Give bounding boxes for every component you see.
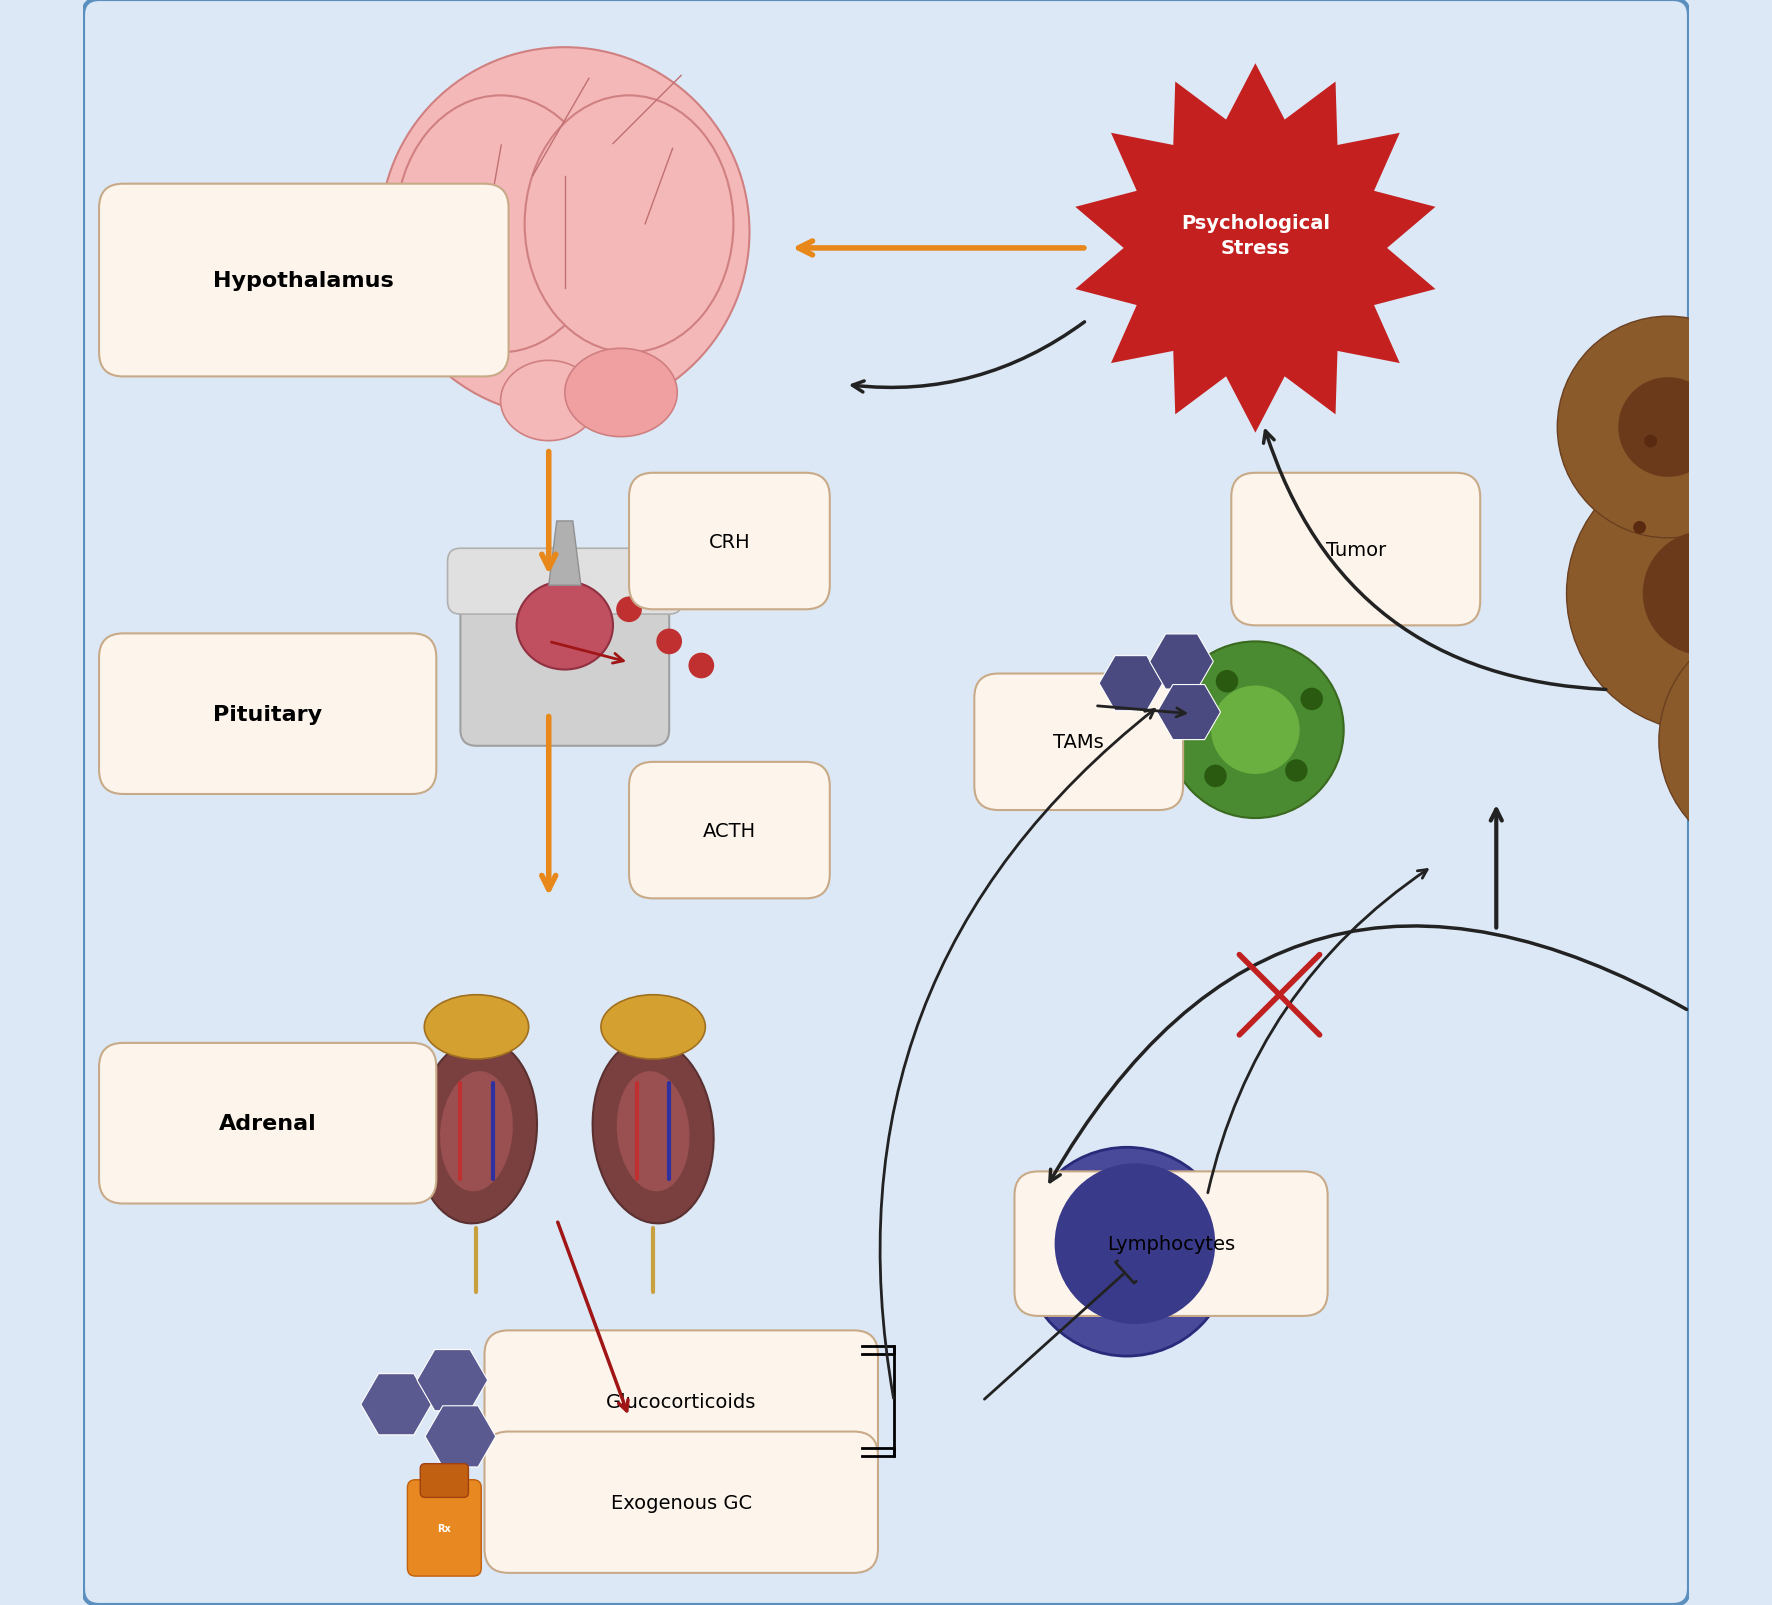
Polygon shape — [416, 1350, 487, 1411]
Circle shape — [1022, 1148, 1232, 1356]
Text: Lymphocytes: Lymphocytes — [1108, 1234, 1235, 1254]
Text: Adrenal: Adrenal — [218, 1114, 317, 1133]
Text: Tumor: Tumor — [1325, 541, 1386, 559]
Circle shape — [1692, 650, 1705, 663]
Ellipse shape — [416, 1040, 537, 1223]
Text: CRH: CRH — [709, 533, 750, 551]
Ellipse shape — [601, 995, 705, 1059]
Circle shape — [1643, 531, 1767, 656]
Ellipse shape — [397, 96, 604, 353]
Ellipse shape — [517, 581, 613, 669]
Polygon shape — [1076, 64, 1435, 433]
Circle shape — [1714, 565, 1726, 578]
Circle shape — [1558, 316, 1772, 538]
Circle shape — [1763, 356, 1772, 462]
FancyBboxPatch shape — [1015, 1172, 1327, 1316]
Polygon shape — [361, 1374, 432, 1435]
Circle shape — [1729, 392, 1742, 404]
Circle shape — [1745, 385, 1758, 398]
FancyBboxPatch shape — [629, 473, 829, 610]
Text: Psychological
Stress: Psychological Stress — [1180, 213, 1329, 258]
FancyBboxPatch shape — [1232, 473, 1480, 626]
Circle shape — [1566, 456, 1772, 732]
FancyBboxPatch shape — [408, 1480, 482, 1576]
Circle shape — [617, 597, 641, 623]
Circle shape — [1659, 621, 1772, 862]
Circle shape — [1168, 642, 1343, 819]
FancyBboxPatch shape — [83, 0, 1689, 1605]
Circle shape — [1644, 435, 1657, 448]
Circle shape — [1728, 395, 1772, 645]
Ellipse shape — [565, 350, 677, 437]
Text: TAMs: TAMs — [1053, 733, 1104, 751]
Polygon shape — [1150, 634, 1214, 690]
Text: Hypothalamus: Hypothalamus — [213, 271, 393, 291]
Text: Pituitary: Pituitary — [213, 705, 323, 724]
Ellipse shape — [439, 1072, 512, 1191]
FancyBboxPatch shape — [461, 570, 670, 746]
Text: Rx: Rx — [438, 1523, 452, 1533]
Polygon shape — [1157, 685, 1221, 740]
Circle shape — [1205, 766, 1226, 788]
FancyBboxPatch shape — [99, 634, 436, 794]
Circle shape — [1618, 377, 1719, 478]
FancyBboxPatch shape — [975, 674, 1184, 811]
Circle shape — [1634, 522, 1646, 534]
Circle shape — [1285, 759, 1308, 782]
Circle shape — [1216, 671, 1239, 693]
Circle shape — [1054, 1164, 1216, 1324]
Circle shape — [1724, 435, 1738, 448]
Circle shape — [1699, 294, 1772, 525]
Circle shape — [1210, 685, 1301, 775]
Ellipse shape — [592, 1040, 714, 1223]
Text: Exogenous GC: Exogenous GC — [611, 1493, 751, 1512]
Ellipse shape — [424, 995, 528, 1059]
Polygon shape — [549, 522, 581, 586]
FancyBboxPatch shape — [484, 1331, 877, 1472]
Ellipse shape — [617, 1072, 689, 1191]
Ellipse shape — [525, 96, 734, 353]
FancyBboxPatch shape — [484, 1432, 877, 1573]
FancyBboxPatch shape — [629, 762, 829, 899]
FancyBboxPatch shape — [99, 1043, 436, 1204]
Circle shape — [1756, 689, 1768, 701]
Circle shape — [381, 48, 750, 417]
Circle shape — [1301, 689, 1324, 711]
FancyBboxPatch shape — [99, 185, 509, 377]
Circle shape — [1724, 687, 1772, 796]
Circle shape — [689, 653, 714, 679]
Polygon shape — [1099, 656, 1162, 711]
Polygon shape — [425, 1406, 496, 1467]
Ellipse shape — [500, 361, 597, 441]
Text: Glucocorticoids: Glucocorticoids — [606, 1392, 757, 1411]
FancyBboxPatch shape — [448, 549, 682, 615]
Circle shape — [1760, 575, 1772, 833]
Text: ACTH: ACTH — [703, 822, 757, 839]
Circle shape — [656, 629, 682, 655]
FancyBboxPatch shape — [420, 1464, 468, 1497]
